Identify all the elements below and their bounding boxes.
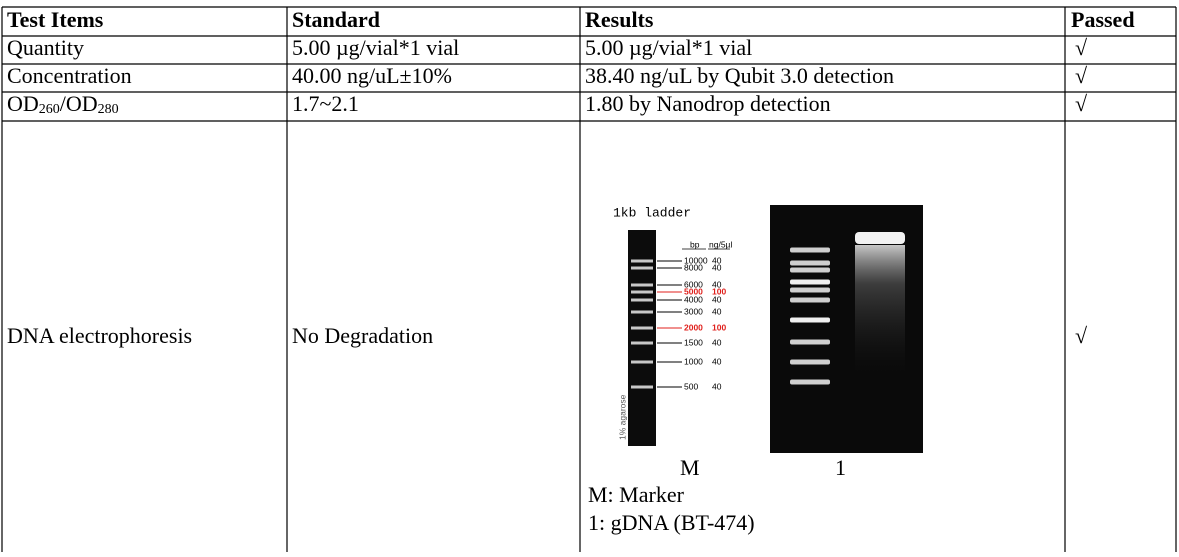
band-ng: 40 xyxy=(712,262,722,272)
band-ng: 40 xyxy=(712,381,722,391)
ladder-band xyxy=(631,341,653,345)
text: OD xyxy=(7,91,39,116)
band-ng: 100 xyxy=(712,286,726,296)
band-bp: 4000 xyxy=(684,294,703,304)
header-cell: Standard xyxy=(292,7,380,32)
legend-line: 1: gDNA (BT-474) xyxy=(588,510,755,535)
ladder-band xyxy=(631,290,653,294)
lane-label: 1 xyxy=(835,455,846,480)
cell: 5.00 µg/vial*1 vial xyxy=(585,35,752,60)
table-grid xyxy=(1,6,1177,552)
lane-label: M xyxy=(680,455,700,480)
cell: 1.80 by Nanodrop detection xyxy=(585,91,831,116)
band-ng: 40 xyxy=(712,306,722,316)
marker-band xyxy=(790,297,830,303)
ladder-lane xyxy=(628,230,656,446)
header-cell: Test Items xyxy=(7,7,104,32)
band-bp: 8000 xyxy=(684,262,703,272)
ladder-band xyxy=(631,266,653,270)
cell: 38.40 ng/uL by Qubit 3.0 detection xyxy=(585,63,894,88)
band-bp: 1500 xyxy=(684,337,703,347)
header-cell: Passed xyxy=(1071,7,1135,32)
subscript: 260 xyxy=(39,102,60,117)
band-ng: 40 xyxy=(712,294,722,304)
gel-figure: 1kb ladder bp ng/5µl 1% agarose M 1 M: M… xyxy=(588,205,923,535)
band-bp: 5000 xyxy=(684,286,703,296)
band-bp: 1000 xyxy=(684,356,703,366)
gdna-band xyxy=(855,232,905,244)
band-ng: 40 xyxy=(712,337,722,347)
band-ng: 40 xyxy=(712,356,722,366)
header-cell: Results xyxy=(585,7,654,32)
cell: Quantity xyxy=(7,35,84,60)
band-bp: 10000 xyxy=(684,255,708,265)
legend-line: M: Marker xyxy=(588,482,685,507)
ladder-band xyxy=(631,298,653,302)
cell: No Degradation xyxy=(292,323,433,348)
smear xyxy=(855,245,905,375)
ladder-title: 1kb ladder xyxy=(613,205,691,220)
marker-band xyxy=(790,379,830,385)
cell: √ xyxy=(1075,35,1088,60)
band-bp: 2000 xyxy=(684,322,703,332)
bp-header: bp xyxy=(690,239,700,249)
marker-band xyxy=(790,339,830,345)
ng-header: ng/5µl xyxy=(709,239,732,249)
cell: 1.7~2.1 xyxy=(292,91,359,116)
cell: OD260/OD280 xyxy=(7,91,119,117)
header-row: Test Items Standard Results Passed xyxy=(7,7,1135,32)
marker-band xyxy=(790,267,830,273)
ladder-band xyxy=(631,385,653,389)
ladder-band xyxy=(631,310,653,314)
cell: 5.00 µg/vial*1 vial xyxy=(292,35,459,60)
band-bp: 3000 xyxy=(684,306,703,316)
marker-band xyxy=(790,359,830,365)
band-bp: 500 xyxy=(684,381,698,391)
cell: Concentration xyxy=(7,63,132,88)
ladder-band xyxy=(631,283,653,287)
band-ng: 40 xyxy=(712,255,722,265)
marker-band xyxy=(790,287,830,293)
text: /OD xyxy=(60,91,98,116)
ladder-band xyxy=(631,259,653,263)
marker-band xyxy=(790,279,830,285)
agarose-label: 1% agarose xyxy=(617,394,627,440)
subscript: 280 xyxy=(98,102,119,117)
ladder-band xyxy=(631,326,653,330)
band-ng: 100 xyxy=(712,322,726,332)
cell: 40.00 ng/uL±10% xyxy=(292,63,452,88)
band-bp: 6000 xyxy=(684,279,703,289)
cell: √ xyxy=(1075,63,1088,88)
marker-band xyxy=(790,260,830,266)
cell: √ xyxy=(1075,91,1088,116)
cell: DNA electrophoresis xyxy=(7,323,192,348)
marker-band xyxy=(790,317,830,323)
marker-band xyxy=(790,247,830,253)
band-ng: 40 xyxy=(712,279,722,289)
cell: √ xyxy=(1075,323,1088,348)
ladder-band xyxy=(631,360,653,364)
